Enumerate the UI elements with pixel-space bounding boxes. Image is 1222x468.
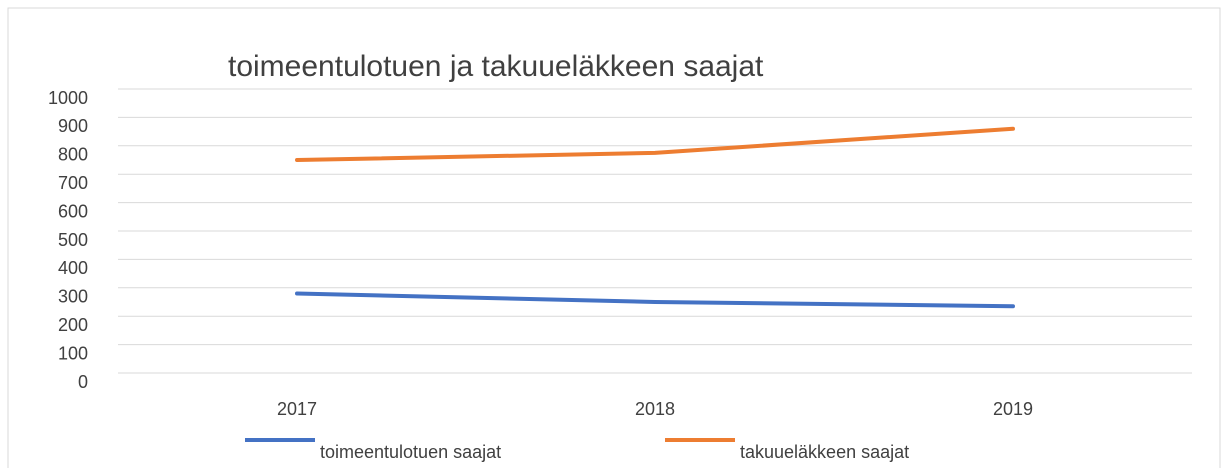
legend-label: takuueläkkeen saajat <box>740 442 909 462</box>
y-tick-label: 900 <box>58 116 88 136</box>
y-tick-label: 300 <box>58 287 88 307</box>
x-tick-label: 2019 <box>993 399 1033 419</box>
y-tick-label: 100 <box>58 343 88 363</box>
line-series <box>295 126 1015 162</box>
y-tick-label: 400 <box>58 258 88 278</box>
y-tick-label: 200 <box>58 315 88 335</box>
y-tick-label: 600 <box>58 201 88 221</box>
x-tick-label: 2017 <box>277 399 317 419</box>
chart-border <box>7 7 1221 468</box>
line-series <box>295 291 1015 309</box>
x-tick-label: 2018 <box>635 399 675 419</box>
y-tick-label: 700 <box>58 173 88 193</box>
legend-label: toimeentulotuen saajat <box>320 442 501 462</box>
y-tick-label: 500 <box>58 230 88 250</box>
chart-title: toimeentulotuen ja takuueläkkeen saajat <box>228 50 764 83</box>
y-tick-label: 1000 <box>48 88 88 108</box>
y-tick-label: 0 <box>78 372 88 392</box>
y-tick-label: 800 <box>58 145 88 165</box>
